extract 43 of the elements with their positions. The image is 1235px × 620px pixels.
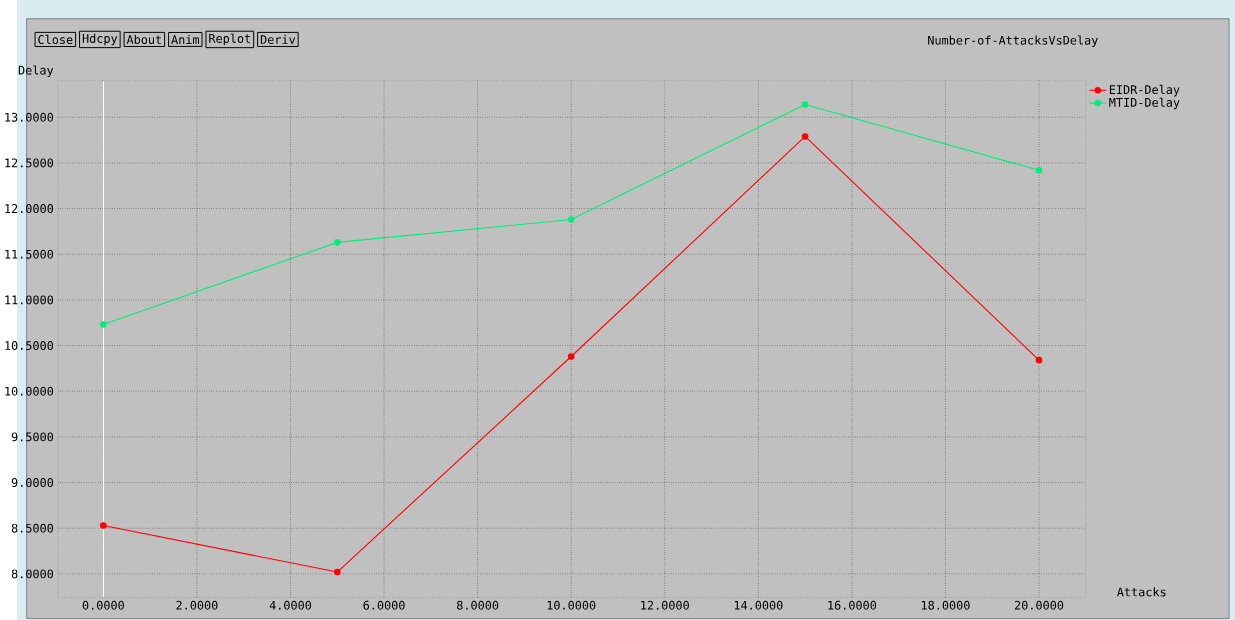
- x-tick-label: 18.0000: [921, 600, 970, 610]
- y-tick-label: 12.5000: [5, 158, 54, 168]
- x-tick-label: 8.0000: [457, 600, 499, 610]
- x-tick-label: 2.0000: [176, 600, 218, 610]
- text: Close: [38, 34, 73, 44]
- x-tick-label: 14.0000: [734, 600, 783, 610]
- point: [567, 216, 575, 223]
- point: [100, 321, 107, 328]
- text: Deriv: [260, 34, 296, 44]
- point: [333, 238, 341, 246]
- point: [801, 100, 809, 108]
- legend-label: EIDR-Delay: [1109, 84, 1180, 97]
- text: Replot: [209, 33, 251, 45]
- x-tick-label: 12.0000: [641, 600, 689, 610]
- x-tick-label: 20.0000: [1014, 600, 1064, 610]
- y-tick-label: 9.0000: [11, 477, 54, 487]
- point: [1035, 356, 1043, 364]
- y-tick-label: 9.5000: [11, 432, 54, 442]
- y-tick-label: 8.5000: [11, 523, 54, 533]
- y-tick-label: 11.0000: [5, 295, 54, 305]
- y-tick-label: 11.5000: [5, 249, 54, 259]
- point: [1035, 166, 1043, 174]
- x-tick-label: 4.0000: [269, 600, 312, 610]
- x-axis-title: Attacks: [1117, 587, 1166, 597]
- x-tick-label: 0.0000: [82, 600, 124, 610]
- text: Hdcpy: [82, 33, 118, 45]
- y-tick-label: 13.0000: [5, 112, 54, 122]
- legend-label: MTID-Delay: [1109, 97, 1180, 109]
- x-tick-label: 10.0000: [547, 600, 596, 610]
- y-tick-label: 10.0000: [5, 386, 54, 396]
- chart-title: Number-of-AttacksVsDelay: [928, 35, 1098, 47]
- point: [801, 132, 809, 140]
- x-tick-label: 6.0000: [363, 600, 405, 610]
- point: [567, 352, 575, 360]
- x-tick-label: 16.0000: [828, 600, 877, 610]
- point: [100, 521, 107, 529]
- y-tick-label: 12.0000: [5, 203, 54, 213]
- text: Anim: [171, 34, 199, 44]
- y-axis-title: Delay: [18, 65, 54, 77]
- text: About: [126, 34, 162, 44]
- y-tick-label: 8.0000: [11, 569, 54, 579]
- y-tick-label: 10.5000: [5, 340, 54, 350]
- point: [333, 568, 341, 576]
